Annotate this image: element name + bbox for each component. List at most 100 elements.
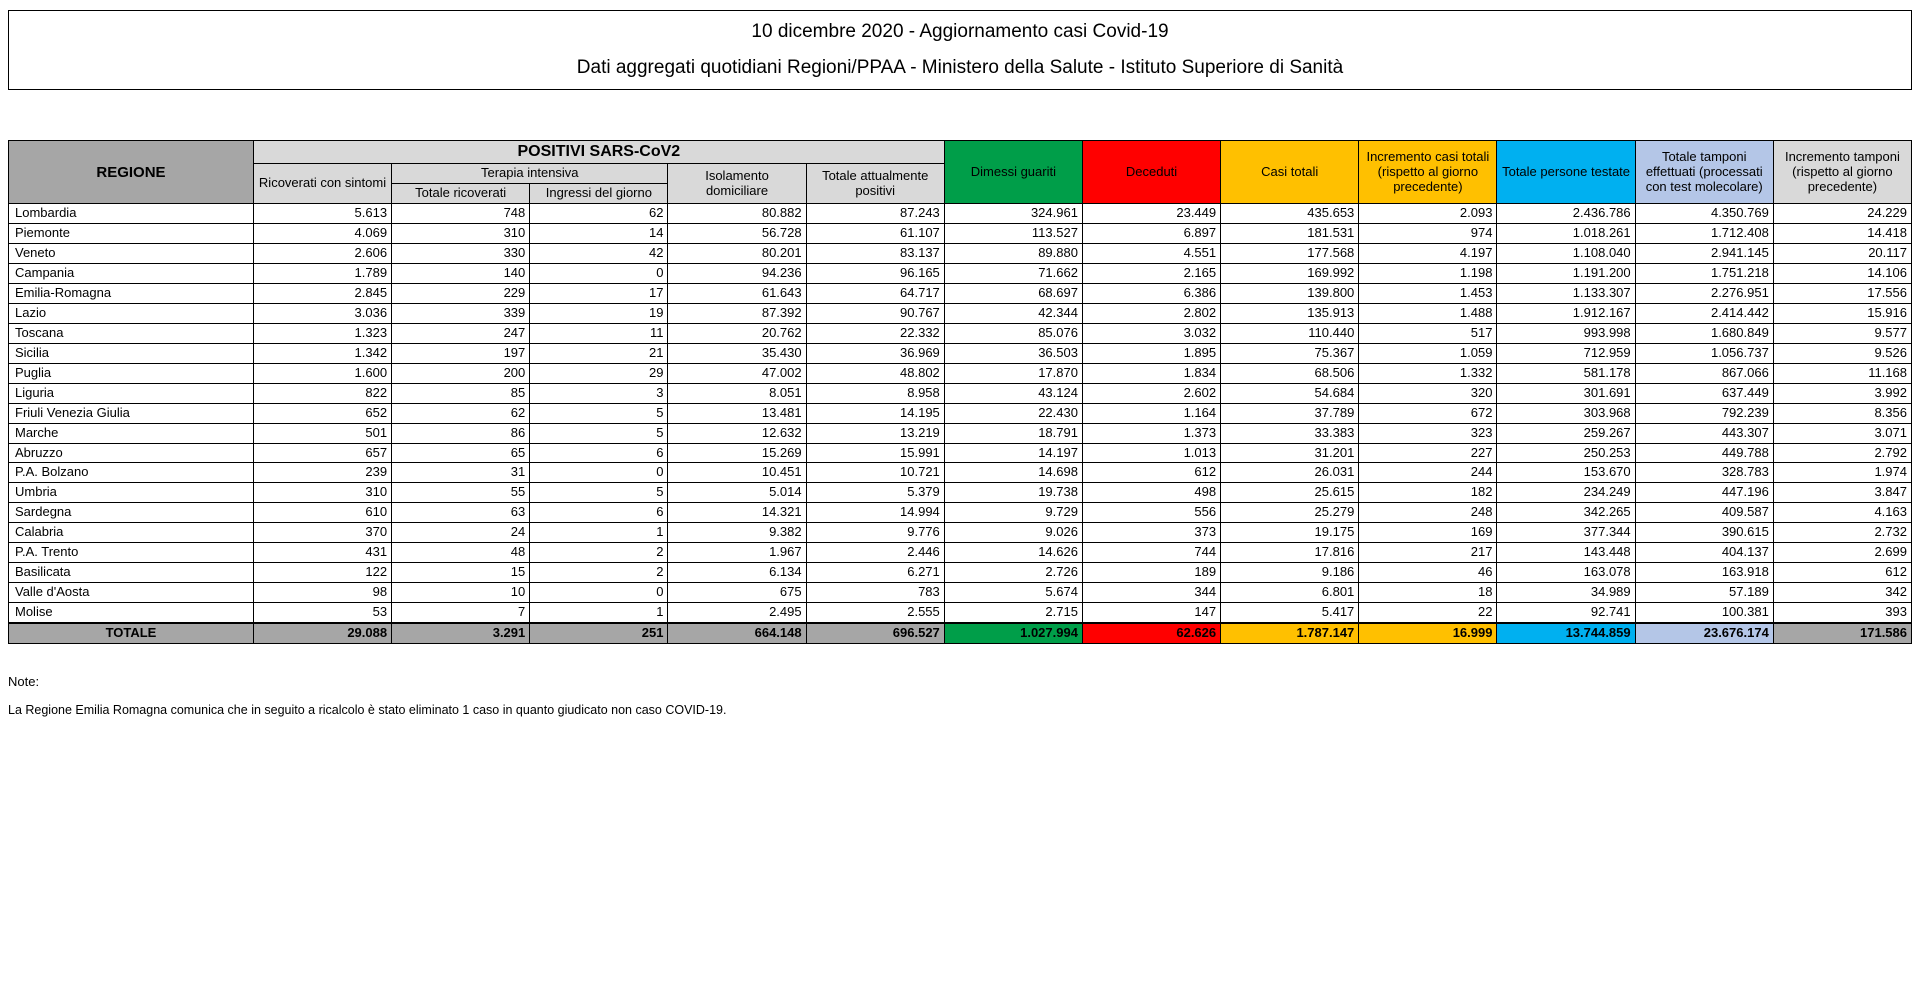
region-cell: Emilia-Romagna bbox=[9, 284, 254, 304]
value-cell: 22.430 bbox=[944, 403, 1082, 423]
value-cell: 94.236 bbox=[668, 264, 806, 284]
value-cell: 6.801 bbox=[1221, 583, 1359, 603]
value-cell: 239 bbox=[253, 463, 391, 483]
value-cell: 15.991 bbox=[806, 443, 944, 463]
value-cell: 9.729 bbox=[944, 503, 1082, 523]
value-cell: 147 bbox=[1082, 603, 1220, 623]
value-cell: 68.697 bbox=[944, 284, 1082, 304]
value-cell: 5 bbox=[530, 483, 668, 503]
value-cell: 22.332 bbox=[806, 323, 944, 343]
value-cell: 2 bbox=[530, 563, 668, 583]
value-cell: 393 bbox=[1773, 603, 1911, 623]
value-cell: 1.332 bbox=[1359, 363, 1497, 383]
value-cell: 163.918 bbox=[1635, 563, 1773, 583]
col-incremento-tamponi: Incremento tamponi (rispetto al giorno p… bbox=[1773, 141, 1911, 204]
value-cell: 10.451 bbox=[668, 463, 806, 483]
value-cell: 9.382 bbox=[668, 523, 806, 543]
region-cell: Abruzzo bbox=[9, 443, 254, 463]
value-cell: 24.229 bbox=[1773, 204, 1911, 224]
value-cell: 4.197 bbox=[1359, 244, 1497, 264]
region-cell: Lazio bbox=[9, 303, 254, 323]
value-cell: 113.527 bbox=[944, 224, 1082, 244]
table-row: Marche50186512.63213.21918.7911.37333.38… bbox=[9, 423, 1912, 443]
col-tot-ricoverati: Totale ricoverati bbox=[392, 184, 530, 204]
value-cell: 612 bbox=[1773, 563, 1911, 583]
value-cell: 342 bbox=[1773, 583, 1911, 603]
value-cell: 87.243 bbox=[806, 204, 944, 224]
value-cell: 92.741 bbox=[1497, 603, 1635, 623]
value-cell: 330 bbox=[392, 244, 530, 264]
value-cell: 867.066 bbox=[1635, 363, 1773, 383]
value-cell: 5.379 bbox=[806, 483, 944, 503]
value-cell: 610 bbox=[253, 503, 391, 523]
table-row: Lombardia5.6137486280.88287.243324.96123… bbox=[9, 204, 1912, 224]
table-row: Veneto2.6063304280.20183.13789.8804.5511… bbox=[9, 244, 1912, 264]
region-cell: P.A. Bolzano bbox=[9, 463, 254, 483]
value-cell: 4.551 bbox=[1082, 244, 1220, 264]
value-cell: 55 bbox=[392, 483, 530, 503]
value-cell: 5 bbox=[530, 423, 668, 443]
value-cell: 229 bbox=[392, 284, 530, 304]
value-cell: 323 bbox=[1359, 423, 1497, 443]
value-cell: 1.488 bbox=[1359, 303, 1497, 323]
value-cell: 1 bbox=[530, 523, 668, 543]
table-row: P.A. Trento4314821.9672.44614.62674417.8… bbox=[9, 543, 1912, 563]
value-cell: 1.191.200 bbox=[1497, 264, 1635, 284]
value-cell: 34.989 bbox=[1497, 583, 1635, 603]
value-cell: 14.698 bbox=[944, 463, 1082, 483]
region-cell: Umbria bbox=[9, 483, 254, 503]
value-cell: 2.715 bbox=[944, 603, 1082, 623]
col-casi-totali: Casi totali bbox=[1221, 141, 1359, 204]
value-cell: 248 bbox=[1359, 503, 1497, 523]
value-cell: 443.307 bbox=[1635, 423, 1773, 443]
value-cell: 19 bbox=[530, 303, 668, 323]
value-cell: 23.449 bbox=[1082, 204, 1220, 224]
value-cell: 2.845 bbox=[253, 284, 391, 304]
value-cell: 83.137 bbox=[806, 244, 944, 264]
value-cell: 234.249 bbox=[1497, 483, 1635, 503]
value-cell: 7 bbox=[392, 603, 530, 623]
value-cell: 43.124 bbox=[944, 383, 1082, 403]
value-cell: 1.680.849 bbox=[1635, 323, 1773, 343]
value-cell: 712.959 bbox=[1497, 343, 1635, 363]
value-cell: 20.117 bbox=[1773, 244, 1911, 264]
value-cell: 1.108.040 bbox=[1497, 244, 1635, 264]
value-cell: 169.992 bbox=[1221, 264, 1359, 284]
region-cell: Basilicata bbox=[9, 563, 254, 583]
value-cell: 89.880 bbox=[944, 244, 1082, 264]
value-cell: 11 bbox=[530, 323, 668, 343]
value-cell: 390.615 bbox=[1635, 523, 1773, 543]
value-cell: 3.036 bbox=[253, 303, 391, 323]
region-cell: Marche bbox=[9, 423, 254, 443]
value-cell: 344 bbox=[1082, 583, 1220, 603]
value-cell: 4.163 bbox=[1773, 503, 1911, 523]
region-cell: Veneto bbox=[9, 244, 254, 264]
total-cell: 696.527 bbox=[806, 623, 944, 643]
table-row: Basilicata1221526.1346.2712.7261899.1864… bbox=[9, 563, 1912, 583]
value-cell: 14.994 bbox=[806, 503, 944, 523]
value-cell: 33.383 bbox=[1221, 423, 1359, 443]
value-cell: 2.436.786 bbox=[1497, 204, 1635, 224]
col-tamponi: Totale tamponi effettuati (processati co… bbox=[1635, 141, 1773, 204]
value-cell: 98 bbox=[253, 583, 391, 603]
value-cell: 68.506 bbox=[1221, 363, 1359, 383]
value-cell: 672 bbox=[1359, 403, 1497, 423]
value-cell: 5.613 bbox=[253, 204, 391, 224]
value-cell: 110.440 bbox=[1221, 323, 1359, 343]
value-cell: 5.014 bbox=[668, 483, 806, 503]
value-cell: 244 bbox=[1359, 463, 1497, 483]
value-cell: 2.093 bbox=[1359, 204, 1497, 224]
region-cell: P.A. Trento bbox=[9, 543, 254, 563]
value-cell: 10.721 bbox=[806, 463, 944, 483]
value-cell: 250.253 bbox=[1497, 443, 1635, 463]
value-cell: 15 bbox=[392, 563, 530, 583]
value-cell: 12.632 bbox=[668, 423, 806, 443]
region-cell: Sardegna bbox=[9, 503, 254, 523]
total-cell: 1.027.994 bbox=[944, 623, 1082, 643]
value-cell: 14.106 bbox=[1773, 264, 1911, 284]
value-cell: 57.189 bbox=[1635, 583, 1773, 603]
value-cell: 15.269 bbox=[668, 443, 806, 463]
value-cell: 21 bbox=[530, 343, 668, 363]
value-cell: 501 bbox=[253, 423, 391, 443]
value-cell: 447.196 bbox=[1635, 483, 1773, 503]
